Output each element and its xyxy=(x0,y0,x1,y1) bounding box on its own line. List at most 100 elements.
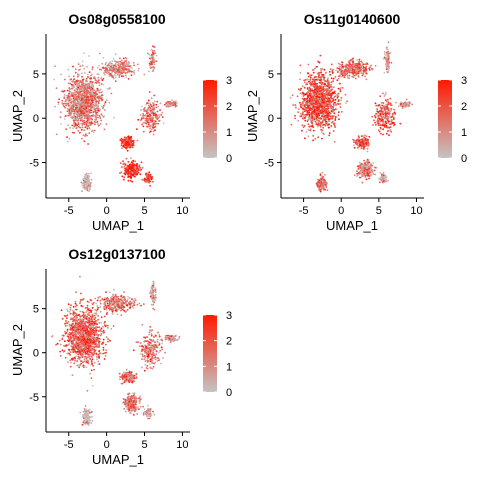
cell-point xyxy=(324,174,326,176)
cell-point xyxy=(341,61,344,64)
cell-point xyxy=(338,65,341,68)
cell-point xyxy=(324,80,327,83)
cell-point xyxy=(317,112,320,115)
cell-point xyxy=(361,61,363,64)
cell-point xyxy=(106,87,109,90)
cell-point xyxy=(313,77,315,80)
cell-point xyxy=(66,98,68,101)
cell-point xyxy=(83,181,85,184)
cell-point xyxy=(338,82,341,85)
cell-point xyxy=(154,111,156,114)
cell-point xyxy=(320,131,323,134)
cell-point xyxy=(291,94,294,97)
cell-point xyxy=(119,60,121,63)
cell-point xyxy=(383,124,386,126)
cell-point xyxy=(324,104,327,107)
cell-point xyxy=(77,102,80,104)
cell-point xyxy=(307,123,310,126)
legend-tick-label: 0 xyxy=(461,153,467,165)
cell-point xyxy=(335,108,337,111)
cell-point xyxy=(321,94,324,96)
cell-point xyxy=(301,85,304,88)
cell-point xyxy=(328,89,330,92)
cell-point xyxy=(329,115,332,118)
cell-point xyxy=(75,119,77,121)
cell-point xyxy=(84,126,87,129)
cell-point xyxy=(73,122,75,125)
cell-point xyxy=(109,61,112,63)
cell-point xyxy=(390,121,393,123)
cell-point xyxy=(332,111,334,114)
cell-point xyxy=(85,172,88,175)
cell-point xyxy=(72,75,75,78)
cell-point xyxy=(129,179,132,182)
cell-point xyxy=(135,173,138,176)
cell-point xyxy=(89,109,91,111)
cell-point xyxy=(382,58,385,60)
cell-point xyxy=(387,120,390,123)
cell-point xyxy=(153,94,156,97)
cell-point xyxy=(371,170,374,173)
cell-point xyxy=(77,121,80,124)
cell-point xyxy=(334,92,336,95)
cell-point xyxy=(97,122,99,125)
cell-point xyxy=(374,102,377,105)
cell-point xyxy=(142,113,145,115)
cell-point xyxy=(73,92,76,95)
cell-point xyxy=(88,123,91,126)
cell-point xyxy=(85,106,88,109)
cell-point xyxy=(77,119,80,122)
panel-os11g0140600: Os11g0140600 -5 0 5 10-505 UMAP_1 UMAP_2 01… xyxy=(245,11,467,233)
cell-point xyxy=(164,104,167,107)
cell-point xyxy=(130,157,132,160)
cell-point xyxy=(72,127,74,130)
cell-point xyxy=(391,119,393,122)
cell-point xyxy=(160,114,163,116)
cell-point xyxy=(300,112,302,115)
cell-point xyxy=(382,133,384,136)
cell-point xyxy=(100,91,103,94)
cell-point xyxy=(314,104,316,107)
cell-point xyxy=(340,110,343,113)
cell-point xyxy=(122,75,125,77)
cell-point xyxy=(79,85,82,88)
cell-point xyxy=(147,180,150,183)
cell-point xyxy=(92,95,95,98)
cell-point xyxy=(395,101,397,104)
cell-point xyxy=(85,174,88,177)
cell-point xyxy=(364,141,367,143)
cell-point xyxy=(133,69,136,72)
cell-point xyxy=(361,69,363,72)
cell-point xyxy=(86,114,89,117)
cell-point xyxy=(332,80,334,82)
cell-point xyxy=(127,173,129,175)
cell-point xyxy=(83,93,86,96)
legend-tick-label: 2 xyxy=(461,101,467,113)
cell-point xyxy=(144,178,146,181)
cell-point xyxy=(158,114,160,116)
cell-point xyxy=(170,104,173,106)
cell-point xyxy=(150,128,153,131)
cell-point xyxy=(321,137,323,140)
cell-point xyxy=(315,113,318,115)
cell-point xyxy=(96,67,99,69)
cell-point xyxy=(133,171,135,174)
cell-point xyxy=(307,103,310,106)
cell-point xyxy=(152,52,155,55)
cell-point xyxy=(346,70,349,73)
cell-point xyxy=(150,48,153,51)
cell-point xyxy=(304,93,306,95)
cell-point xyxy=(58,98,60,101)
cell-point xyxy=(379,181,381,184)
cell-point xyxy=(115,65,118,68)
cell-point xyxy=(71,131,74,134)
cell-point xyxy=(325,186,328,189)
cell-point xyxy=(108,72,111,74)
cell-point xyxy=(340,99,342,102)
cell-point xyxy=(375,104,378,107)
cell-point xyxy=(143,107,146,109)
cell-point xyxy=(63,102,66,105)
cell-point xyxy=(151,70,154,72)
cell-point xyxy=(153,58,156,61)
cell-point xyxy=(332,86,335,89)
